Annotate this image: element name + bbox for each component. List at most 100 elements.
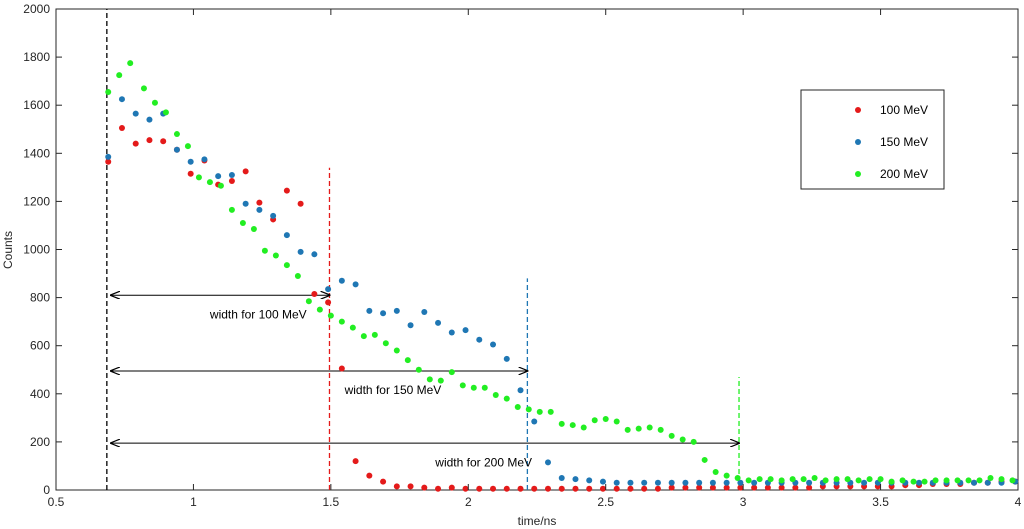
data-point	[448, 329, 455, 336]
data-point	[294, 272, 301, 279]
data-point	[586, 485, 593, 492]
data-point	[435, 319, 442, 326]
data-point	[531, 485, 538, 492]
data-point	[613, 479, 620, 486]
data-point	[668, 484, 675, 491]
data-point	[105, 158, 112, 165]
data-point	[544, 485, 551, 492]
data-point	[448, 484, 455, 491]
x-tick-label: 3	[740, 495, 747, 509]
x-tick-label: 2	[465, 495, 472, 509]
legend-marker	[855, 139, 861, 145]
width-annotations: width for 100 MeV width for 150 MeV width …	[111, 295, 739, 469]
data-point	[767, 476, 774, 483]
data-point	[806, 479, 813, 486]
data-point	[426, 376, 433, 383]
data-point	[558, 485, 565, 492]
data-point	[503, 355, 510, 362]
legend-entry: 100 MeV	[880, 103, 928, 117]
width-annotation-label: width for 200 MeV	[434, 455, 532, 469]
y-axis-ticks: 0 200 400 600 800 1000 1200 1400 1600 1800 2000	[23, 2, 1018, 497]
data-point	[311, 290, 318, 297]
x-axis-label: time/ns	[518, 514, 557, 528]
data-point	[173, 146, 180, 153]
data-point	[536, 408, 543, 415]
data-point	[118, 96, 125, 103]
data-point	[971, 479, 978, 486]
data-point	[657, 426, 664, 433]
data-point	[311, 251, 318, 258]
data-point	[297, 200, 304, 207]
data-point	[462, 485, 469, 492]
data-point	[778, 484, 785, 491]
data-point	[866, 476, 873, 483]
data-point	[184, 143, 191, 150]
data-point	[833, 476, 840, 483]
y-tick-label: 1200	[23, 194, 50, 208]
data-point	[723, 472, 730, 479]
data-point	[239, 220, 246, 227]
data-point	[696, 484, 703, 491]
data-point	[459, 382, 466, 389]
data-point	[855, 477, 862, 484]
data-point	[613, 485, 620, 492]
data-point	[751, 484, 758, 491]
data-point	[910, 478, 917, 485]
data-point	[437, 377, 444, 384]
y-tick-label: 400	[30, 387, 50, 401]
data-point	[569, 422, 576, 429]
data-point	[242, 168, 249, 175]
data-point	[476, 336, 483, 343]
data-point	[297, 248, 304, 255]
legend-entry: 150 MeV	[880, 135, 928, 149]
data-point	[531, 418, 538, 425]
y-tick-label: 600	[30, 339, 50, 353]
data-point	[806, 484, 813, 491]
y-tick-label: 1600	[23, 98, 50, 112]
data-point	[105, 88, 112, 95]
data-point	[558, 474, 565, 481]
legend-marker	[855, 107, 861, 113]
data-point	[105, 153, 112, 160]
data-point	[407, 483, 414, 490]
data-point	[627, 479, 634, 486]
data-point	[407, 322, 414, 329]
data-point	[613, 418, 620, 425]
legend-marker	[855, 171, 861, 177]
data-point	[641, 485, 648, 492]
data-point	[778, 477, 785, 484]
data-point	[580, 424, 587, 431]
data-point	[547, 408, 554, 415]
data-point	[844, 476, 851, 483]
data-point	[572, 485, 579, 492]
y-tick-label: 800	[30, 291, 50, 305]
data-point	[421, 484, 428, 491]
data-point	[682, 479, 689, 486]
data-point	[544, 459, 551, 466]
data-point	[380, 478, 387, 485]
data-point	[448, 369, 455, 376]
data-point	[737, 484, 744, 491]
data-point	[987, 474, 994, 481]
data-point	[421, 309, 428, 316]
data-point	[682, 484, 689, 491]
data-point	[492, 392, 499, 399]
data-point	[250, 226, 257, 233]
data-point	[517, 485, 524, 492]
data-point	[888, 478, 895, 485]
data-point	[371, 331, 378, 338]
data-point	[998, 476, 1005, 483]
data-point	[160, 138, 167, 145]
legend-box	[800, 89, 945, 190]
legend-entry: 200 MeV	[880, 167, 928, 181]
data-point	[668, 432, 675, 439]
data-point	[201, 156, 208, 163]
data-point	[283, 232, 290, 239]
data-point	[591, 417, 598, 424]
data-point	[745, 477, 752, 484]
data-point	[132, 110, 139, 117]
data-point	[206, 179, 213, 186]
data-point	[916, 479, 923, 486]
data-point	[984, 479, 991, 486]
legend: 100 MeV 150 MeV 200 MeV	[800, 89, 945, 190]
